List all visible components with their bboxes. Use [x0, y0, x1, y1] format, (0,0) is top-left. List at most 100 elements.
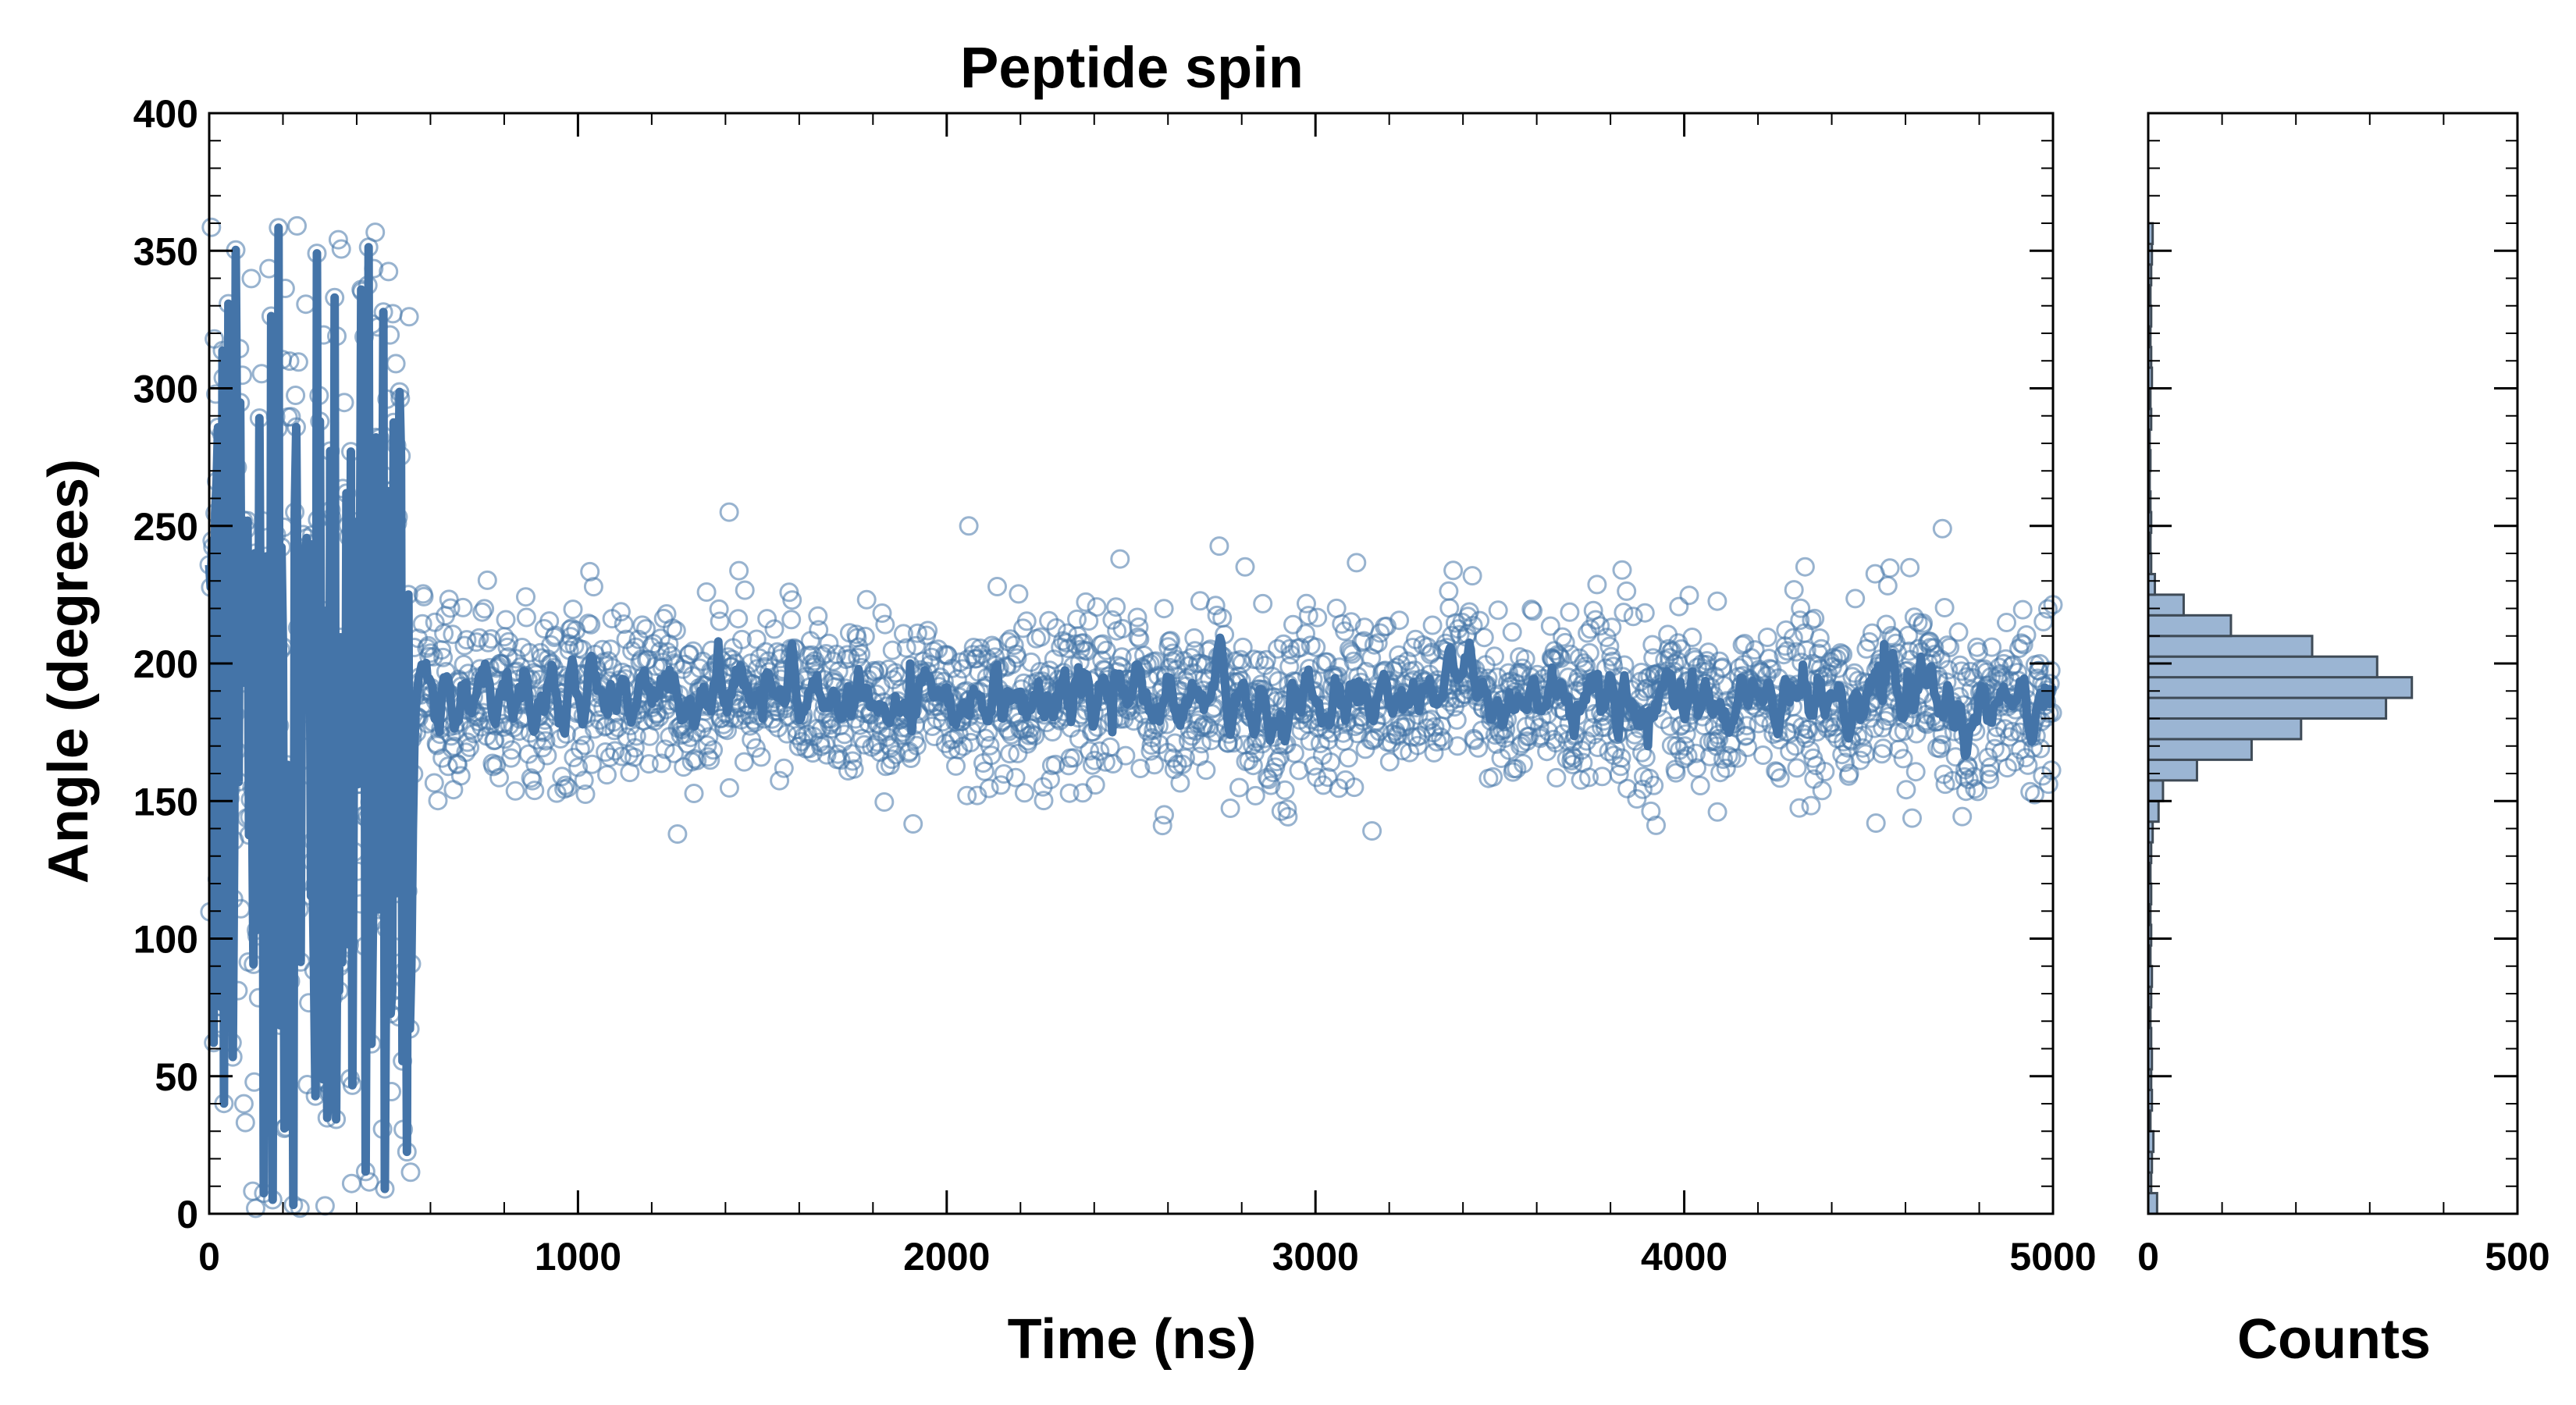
data-point — [557, 777, 578, 798]
data-point — [1090, 741, 1110, 761]
data-point — [1474, 628, 1494, 648]
data-point — [438, 756, 458, 777]
data-point — [1152, 816, 1172, 836]
x-tick-label: 2000 — [903, 1235, 990, 1279]
data-point — [1278, 806, 1298, 827]
data-point — [822, 719, 842, 739]
data-point — [1686, 743, 1706, 763]
histogram-bar — [2147, 799, 2160, 823]
data-point — [505, 781, 525, 801]
data-point — [696, 582, 717, 602]
data-point — [365, 222, 386, 243]
data-point — [1627, 789, 1647, 809]
data-point — [1443, 560, 1464, 581]
data-point — [632, 615, 653, 635]
data-point — [624, 738, 645, 758]
data-point — [1087, 597, 1107, 617]
data-point — [315, 1196, 335, 1216]
data-point — [1296, 624, 1315, 644]
data-point — [1209, 536, 1229, 557]
data-point — [456, 742, 476, 763]
x-axis-label: Time (ns) — [1008, 1308, 1257, 1371]
data-point — [903, 814, 923, 834]
data-point — [1644, 775, 1664, 795]
data-point — [1073, 783, 1093, 803]
x-tick-label: 5000 — [2009, 1235, 2096, 1279]
data-point — [605, 741, 625, 761]
x-tick-label: 3000 — [1272, 1235, 1359, 1279]
data-point — [893, 624, 913, 644]
histogram-bar — [2147, 779, 2165, 802]
main-plot: 0 1000 2000 3000 4000 5000 0 50 100 150 200 250 300 3… — [133, 92, 2097, 1279]
data-point — [685, 749, 705, 769]
data-point — [440, 598, 461, 618]
data-point — [1635, 603, 1655, 623]
data-point — [731, 629, 752, 649]
data-point — [1997, 613, 2016, 632]
data-point — [1905, 762, 1926, 782]
data-point — [1718, 745, 1738, 766]
x-tick-label: 4000 — [1641, 1235, 1727, 1279]
data-point — [1562, 745, 1582, 766]
data-point — [1690, 776, 1710, 795]
data-point — [1280, 638, 1300, 659]
data-point — [882, 640, 902, 660]
data-point — [1431, 727, 1450, 747]
data-point — [1283, 614, 1303, 635]
data-point — [552, 767, 572, 787]
data-point — [979, 778, 999, 799]
data-point — [639, 754, 659, 774]
data-point — [1110, 549, 1130, 569]
data-point — [1235, 557, 1255, 577]
data-point — [1579, 642, 1599, 663]
data-point — [906, 735, 927, 756]
data-point — [1948, 622, 1969, 642]
data-point — [519, 642, 539, 663]
data-point — [906, 635, 926, 656]
data-point — [241, 269, 262, 289]
data-point — [770, 770, 790, 791]
data-point — [1596, 628, 1617, 648]
data-point — [663, 618, 683, 638]
data-point — [1170, 773, 1190, 793]
data-point — [1633, 779, 1653, 799]
data-point — [1521, 599, 1542, 620]
y-tick-label: 200 — [133, 642, 198, 686]
data-point — [1617, 581, 1637, 601]
data-point — [1582, 717, 1603, 738]
data-point — [1338, 748, 1358, 768]
data-point — [610, 602, 631, 622]
data-point — [1812, 781, 1832, 801]
histogram-x-axis-label: Counts — [2237, 1308, 2431, 1371]
data-point — [1100, 737, 1120, 757]
data-point — [642, 708, 663, 728]
data-point — [233, 1094, 254, 1114]
data-point — [874, 792, 895, 812]
data-point — [1666, 763, 1686, 783]
data-point — [1347, 553, 1367, 573]
data-point — [1059, 783, 1080, 803]
data-point — [1317, 652, 1337, 672]
y-tick-label: 350 — [133, 229, 198, 273]
data-point — [1468, 738, 1489, 758]
data-point — [1580, 619, 1600, 639]
data-point — [424, 773, 444, 793]
data-point — [575, 735, 595, 756]
data-point — [472, 602, 493, 622]
data-point — [966, 649, 987, 669]
data-point — [1106, 597, 1126, 617]
data-point — [1249, 650, 1269, 670]
data-point — [485, 730, 505, 750]
data-point — [1612, 560, 1632, 580]
data-point — [1127, 607, 1147, 628]
data-point — [328, 229, 348, 250]
data-point — [735, 580, 755, 600]
data-point — [728, 609, 749, 629]
data-point — [1298, 606, 1318, 626]
histogram-bar — [2147, 1192, 2158, 1215]
data-point — [1646, 815, 1666, 835]
data-point — [1112, 647, 1132, 667]
data-point — [568, 757, 589, 777]
data-point — [477, 570, 497, 590]
data-point — [453, 597, 473, 617]
